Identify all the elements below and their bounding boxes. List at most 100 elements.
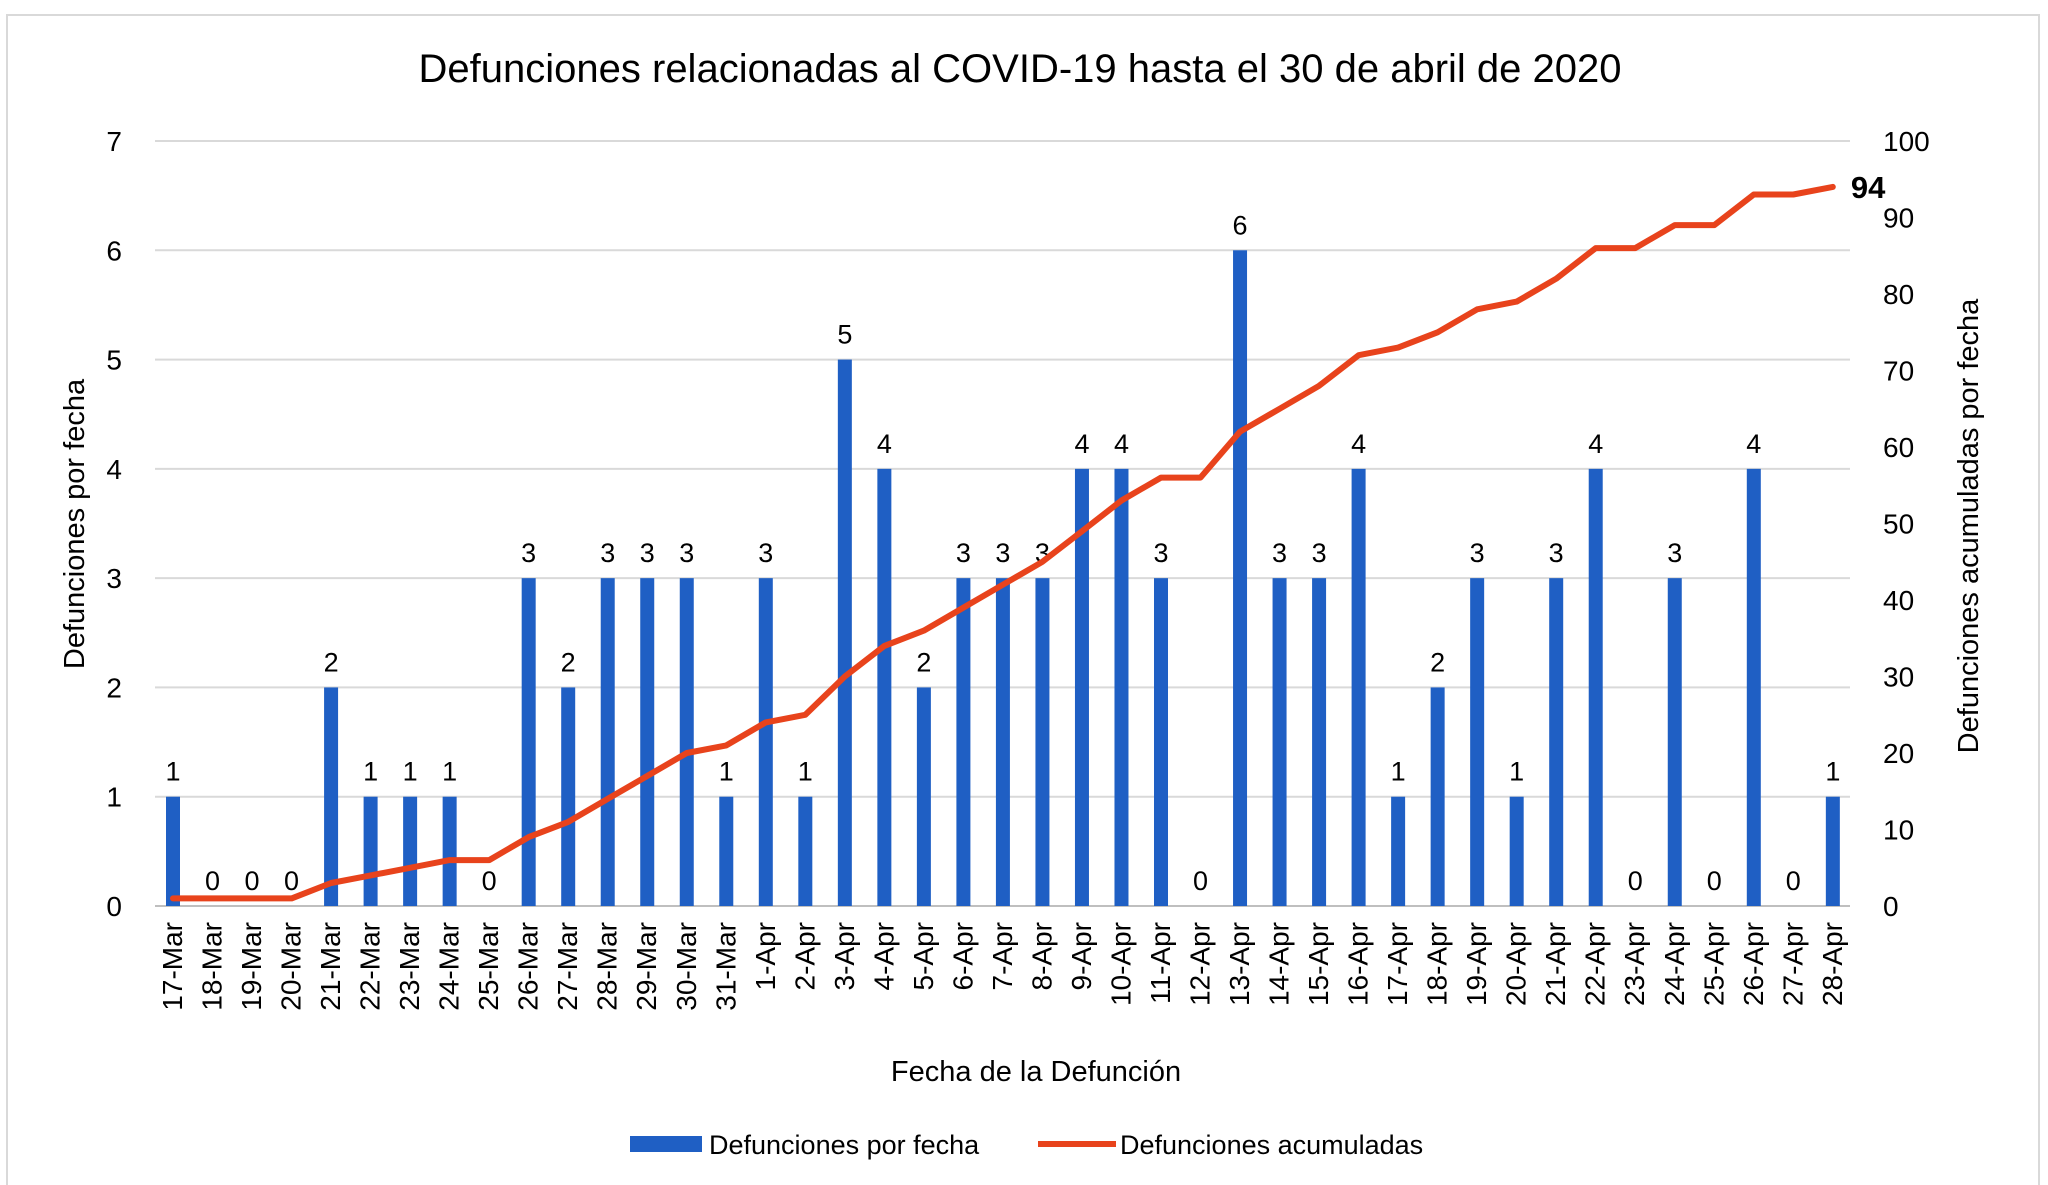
- bar: [679, 578, 694, 906]
- bar: [403, 796, 418, 906]
- y-tick-label: 6: [106, 235, 122, 266]
- bar-data-label: 4: [1351, 429, 1366, 459]
- x-tick-label: 10-Apr: [1105, 922, 1136, 1006]
- y-tick-label: 3: [106, 563, 122, 594]
- x-tick-label: 22-Mar: [355, 922, 386, 1011]
- bar-data-label: 4: [1114, 429, 1129, 459]
- bar-data-label: 0: [482, 866, 497, 896]
- bar-data-label: 0: [284, 866, 299, 896]
- chart-title: Defunciones relacionadas al COVID-19 has…: [419, 47, 1622, 91]
- x-tick-label: 18-Apr: [1422, 922, 1453, 1006]
- bar-data-label: 4: [877, 429, 892, 459]
- x-tick-label: 8-Apr: [1026, 922, 1057, 990]
- bar-data-label: 0: [245, 866, 260, 896]
- x-tick-label: 31-Mar: [710, 922, 741, 1011]
- x-tick-label: 25-Mar: [473, 922, 504, 1011]
- bar: [1233, 250, 1248, 907]
- bar-data-label: 1: [403, 757, 418, 787]
- y2-tick-label: 30: [1883, 662, 1914, 693]
- bar: [1470, 578, 1485, 906]
- bar: [798, 796, 813, 906]
- bar: [1391, 796, 1406, 906]
- y-tick-label: 7: [106, 126, 122, 157]
- bar: [1114, 468, 1129, 906]
- bar-data-label: 3: [1667, 538, 1682, 568]
- bar-data-label: 3: [956, 538, 971, 568]
- y-tick-label: 1: [106, 782, 122, 813]
- y-tick-label: 0: [106, 891, 122, 922]
- chart-frame: [6, 14, 2040, 1185]
- x-axis-ticks: 17-Mar 18-Mar 19-Mar 20-Mar 21-Mar 22-Mar 23-M…: [157, 922, 1848, 1011]
- legend-swatch-bars: [630, 1136, 702, 1152]
- bar-data-label: 1: [798, 757, 813, 787]
- bar-data-label: 3: [1153, 538, 1168, 568]
- x-tick-label: 28-Apr: [1817, 922, 1848, 1006]
- bar: [561, 687, 576, 906]
- bar: [1272, 578, 1287, 906]
- bar: [1588, 468, 1603, 906]
- left-axis-ticks: 0 1 2 3 4 5 6 7: [106, 126, 122, 922]
- bar: [837, 359, 852, 907]
- x-tick-label: 19-Apr: [1461, 922, 1492, 1006]
- bar: [1549, 578, 1564, 906]
- x-tick-label: 14-Apr: [1264, 922, 1295, 1006]
- bar: [166, 796, 180, 906]
- x-tick-label: 28-Mar: [592, 922, 623, 1011]
- bar-data-label: 0: [205, 866, 220, 896]
- line-series-layer: 94: [170, 170, 1886, 902]
- bar-data-label: 3: [758, 538, 773, 568]
- bar-data-label: 5: [837, 320, 852, 350]
- bar-data-label: 3: [640, 538, 655, 568]
- x-tick-label: 23-Mar: [394, 922, 425, 1011]
- bar: [758, 578, 773, 906]
- x-tick-label: 11-Apr: [1145, 922, 1176, 1004]
- bar: [1746, 468, 1761, 906]
- x-tick-label: 21-Apr: [1540, 922, 1571, 1006]
- bar: [363, 796, 378, 906]
- bar: [324, 687, 339, 906]
- bar: [877, 468, 892, 906]
- bar-series: [166, 250, 1840, 907]
- bar-data-label: 3: [995, 538, 1010, 568]
- bar: [916, 687, 931, 906]
- x-tick-label: 29-Mar: [631, 922, 662, 1011]
- bar-data-label: 1: [165, 757, 180, 787]
- x-tick-label: 23-Apr: [1619, 922, 1650, 1006]
- x-tick-label: 17-Mar: [157, 922, 188, 1011]
- y2-axis-title: Defunciones acumuladas por fecha: [1953, 298, 1985, 753]
- right-axis-ticks: 0 10 20 30 40 50 60 70 80 90 100: [1883, 126, 1930, 922]
- x-tick-label: 7-Apr: [987, 922, 1018, 990]
- bar: [1035, 578, 1050, 906]
- y2-tick-label: 0: [1883, 891, 1899, 922]
- bar-data-label: 1: [1825, 757, 1840, 787]
- x-tick-label: 6-Apr: [947, 922, 978, 990]
- line-end-label: 94: [1851, 170, 1886, 205]
- legend-label-bars: Defunciones por fecha: [709, 1130, 980, 1160]
- legend-label-line: Defunciones acumuladas: [1120, 1130, 1423, 1160]
- bar: [600, 578, 615, 906]
- x-tick-label: 5-Apr: [908, 922, 939, 990]
- x-tick-label: 30-Mar: [671, 922, 702, 1011]
- bar: [442, 796, 457, 906]
- x-tick-label: 4-Apr: [868, 922, 899, 990]
- x-axis-title: Fecha de la Defunción: [891, 1056, 1181, 1088]
- x-tick-label: 21-Mar: [315, 922, 346, 1011]
- x-tick-label: 15-Apr: [1303, 922, 1334, 1006]
- x-tick-label: 22-Apr: [1580, 922, 1611, 1006]
- bar-data-label: 0: [1193, 866, 1208, 896]
- x-tick-label: 27-Mar: [552, 922, 583, 1011]
- x-tick-label: 27-Apr: [1777, 922, 1808, 1006]
- x-tick-label: 26-Mar: [513, 922, 544, 1011]
- x-tick-label: 17-Apr: [1382, 922, 1413, 1006]
- bar: [521, 578, 536, 906]
- x-tick-label: 24-Mar: [434, 922, 465, 1011]
- bar-data-label: 4: [1746, 429, 1761, 459]
- bar-data-label: 4: [1588, 429, 1603, 459]
- bar: [719, 796, 734, 906]
- x-tick-label: 16-Apr: [1343, 922, 1374, 1006]
- y2-tick-label: 70: [1883, 356, 1914, 387]
- x-tick-label: 24-Apr: [1659, 922, 1690, 1006]
- bar-data-label: 3: [679, 538, 694, 568]
- y2-tick-label: 40: [1883, 585, 1914, 616]
